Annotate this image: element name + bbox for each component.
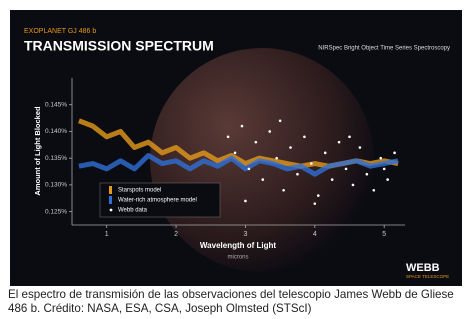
data-point (382, 167, 386, 171)
data-point (247, 167, 251, 171)
data-point (344, 167, 348, 171)
y-axis-label: Amount of Light Blocked (33, 106, 42, 196)
chart: EXOPLANET GJ 486 b TRANSMISSION SPECTRUM… (10, 10, 462, 286)
legend: Starspots model Water-rich atmosphere mod… (99, 182, 221, 218)
x-tick-label: 2 (174, 231, 178, 238)
data-point (393, 151, 396, 155)
model-line (78, 153, 399, 177)
data-point (226, 135, 230, 139)
logo-sub: SPACE TELESCOPE (406, 274, 449, 279)
x-axis-label: Wavelength of Light (200, 241, 276, 250)
data-point (268, 130, 272, 133)
legend-swatch (109, 208, 113, 212)
data-point (316, 194, 320, 197)
y-tick-label: 0.140% (45, 128, 67, 135)
y-tick-label: 0.145% (45, 101, 67, 108)
data-point (244, 199, 247, 203)
legend-label: Webb data (118, 208, 148, 214)
x-tick-label: 5 (382, 231, 386, 238)
data-point (379, 156, 383, 160)
logo: WEBB (406, 262, 440, 274)
data-point (261, 178, 265, 181)
legend-label: Water-rich atmosphere model (118, 198, 197, 204)
data-point (240, 124, 244, 128)
kicker: EXOPLANET GJ 486 b (24, 28, 96, 35)
data-point (351, 183, 355, 187)
data-point (278, 119, 282, 123)
data-point (233, 151, 237, 155)
y-tick-label: 0.135% (45, 155, 67, 162)
data-point (386, 178, 389, 181)
data-point (313, 202, 317, 205)
data-point (372, 188, 376, 192)
x-tick-label: 1 (105, 231, 109, 238)
data-point (282, 188, 285, 192)
data-point (365, 172, 369, 176)
data-point (275, 156, 278, 160)
x-tick-label: 3 (243, 231, 247, 238)
x-axis-unit: microns (227, 255, 248, 261)
data-point (296, 172, 299, 176)
data-point (348, 135, 351, 139)
data-point (254, 140, 258, 144)
subtitle: NIRSpec Bright Object Time Series Spectr… (318, 46, 450, 52)
legend-swatch (109, 186, 112, 194)
caption: El espectro de transmisión de las observ… (8, 288, 454, 315)
y-tick-label: 0.125% (45, 208, 67, 215)
y-tick-label: 0.130% (45, 182, 67, 189)
legend-label: Starspots model (118, 188, 161, 194)
data-point (358, 146, 362, 149)
data-point (330, 178, 334, 181)
x-tick-label: 4 (313, 231, 317, 238)
legend-swatch (109, 196, 112, 204)
data-point (337, 140, 341, 144)
data-point (310, 162, 313, 165)
chart-title: TRANSMISSION SPECTRUM (24, 38, 214, 54)
data-point (289, 146, 292, 149)
data-point (323, 151, 327, 155)
legend-box (99, 182, 221, 218)
data-point (303, 135, 306, 139)
